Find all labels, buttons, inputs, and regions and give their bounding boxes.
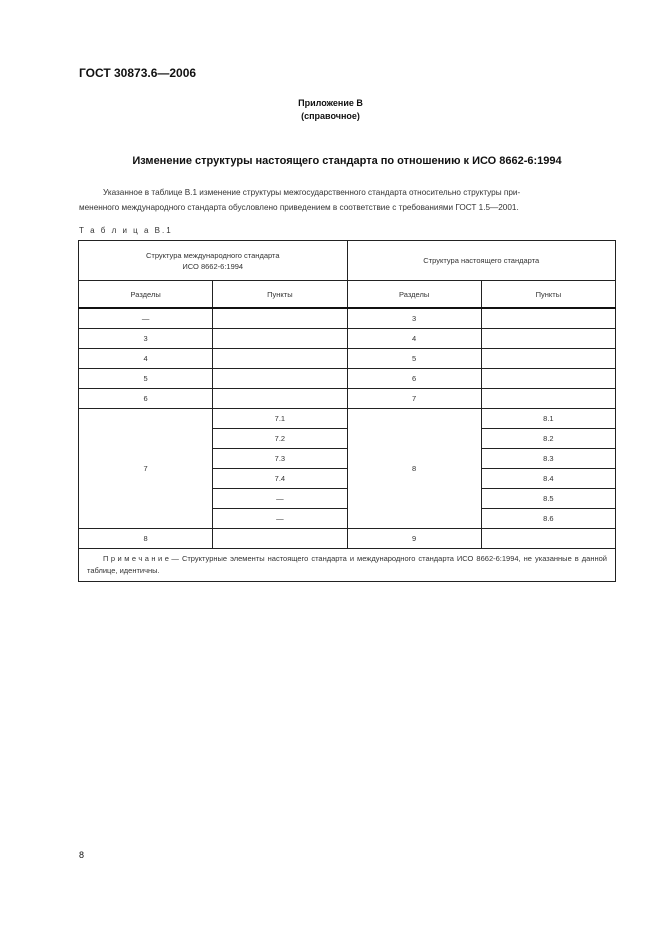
column-header: Разделы [346, 280, 482, 309]
structure-table: Структура международного стандарта ИСО 8… [77, 240, 617, 582]
paragraph-line: Указанное в таблице В.1 изменение структ… [103, 188, 521, 197]
page-number: 8 [79, 850, 85, 860]
table-cell: 9 [346, 528, 482, 549]
table-row: — 8.6 [79, 508, 617, 529]
table-row: 7 7.1 8 8.1 [77, 408, 617, 529]
table-cell [480, 528, 617, 549]
table-caption: Т а б л и ц а В.1 [79, 226, 173, 235]
table-cell: 7 [346, 388, 482, 409]
table-cell: 8 [77, 528, 214, 549]
column-header: Разделы [77, 280, 214, 309]
document-code: ГОСТ 30873.6—2006 [79, 66, 197, 80]
table-cell: — [212, 508, 348, 529]
table-cell: 8.1 [480, 408, 617, 429]
table-cell [480, 388, 617, 409]
table-cell: 4 [346, 328, 482, 349]
table-cell [212, 368, 348, 389]
annex-title: Приложение В [298, 98, 363, 108]
table-cell [480, 328, 617, 349]
annex-status: (справочное) [301, 111, 360, 121]
intro-paragraph: Указанное в таблице В.1 изменение структ… [79, 185, 616, 215]
group-header-this: Структура настоящего стандарта [346, 240, 616, 281]
table-cell: 4 [77, 348, 214, 369]
table-row: —3 [77, 307, 617, 329]
table-row: 7.3 8.3 [79, 448, 617, 469]
table-cell: 7 [77, 408, 214, 529]
table-cell: 7.1 [212, 408, 348, 429]
table-cell: 8 [346, 408, 482, 529]
table-cell: 3 [77, 328, 214, 349]
column-header: Пункты [480, 280, 617, 309]
table-cell: 6 [77, 388, 214, 409]
table-cell [212, 348, 348, 369]
table-cell: 8.6 [480, 508, 617, 529]
table-group-header-row: Структура международного стандарта ИСО 8… [78, 240, 616, 281]
table-cell: 7.4 [212, 468, 348, 489]
table-cell: — [212, 488, 348, 509]
section-title: Изменение структуры настоящего стандарта… [132, 155, 562, 167]
table-cell: 8.2 [480, 428, 617, 449]
table-cell [480, 307, 617, 329]
table-cell [212, 307, 348, 329]
table-cell: 5 [77, 368, 214, 389]
table-cell: 8.4 [480, 468, 617, 489]
column-header: Пункты [212, 280, 348, 309]
table-cell [212, 328, 348, 349]
header-line: Структура международного стандарта [145, 250, 280, 260]
annex-heading: Приложение В (справочное) [0, 97, 661, 123]
table-cell: 7.2 [212, 428, 348, 449]
table-cell [212, 388, 348, 409]
table-cell: 5 [346, 348, 482, 369]
group-header-international: Структура международного стандарта ИСО 8… [78, 240, 348, 281]
table-cell: 6 [346, 368, 482, 389]
paragraph-line: мененного международного стандарта обусл… [79, 203, 519, 212]
table-note: Примечание— Структурные элементы настоящ… [78, 548, 616, 582]
table-cell: — [77, 307, 214, 329]
table-cell [480, 368, 617, 389]
table-cell [212, 528, 348, 549]
table-cell: 8.3 [480, 448, 617, 469]
table-cell [480, 348, 617, 369]
note-text: — Структурные элементы настоящего станда… [87, 554, 607, 575]
table-column-header-row: Разделы Пункты Разделы Пункты [77, 280, 617, 309]
note-label: Примечание [103, 554, 172, 563]
header-line: ИСО 8662-6:1994 [182, 261, 244, 271]
table-cell: 7.3 [212, 448, 348, 469]
table-cell: 8.5 [480, 488, 617, 509]
table-note-row: Примечание— Структурные элементы настоящ… [78, 548, 616, 582]
table-row: — 8.5 [79, 488, 617, 509]
table-cell: 3 [346, 307, 482, 329]
